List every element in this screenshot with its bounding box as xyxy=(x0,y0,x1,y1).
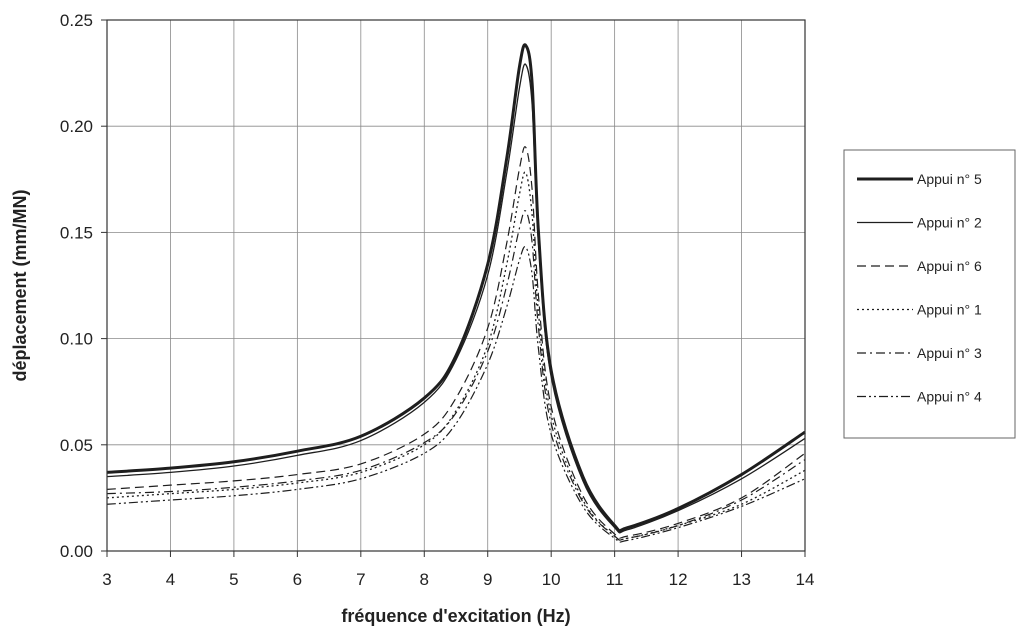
grid xyxy=(106,19,806,552)
x-tick-label: 11 xyxy=(606,570,624,589)
plot-frame xyxy=(106,19,806,552)
x-tick-label: 9 xyxy=(483,570,492,589)
series-line-2 xyxy=(106,63,806,534)
legend-label: Appui n° 1 xyxy=(917,302,982,318)
x-axis-title: fréquence d'excitation (Hz) xyxy=(341,606,570,626)
x-tick-label: 3 xyxy=(102,570,111,589)
y-tick-label: 0.05 xyxy=(60,436,93,455)
x-tick-label: 14 xyxy=(796,570,815,589)
series-line-3 xyxy=(106,146,806,539)
y-tick-label: 0.00 xyxy=(60,542,93,561)
x-tick-label: 8 xyxy=(420,570,429,589)
y-tick-label: 0.20 xyxy=(60,117,93,136)
x-tick-label: 4 xyxy=(166,570,175,589)
x-tick-label: 10 xyxy=(542,570,561,589)
x-tick-label: 7 xyxy=(356,570,365,589)
legend-label: Appui n° 3 xyxy=(917,345,982,361)
x-tick-label: 12 xyxy=(669,570,688,589)
series-layer xyxy=(106,43,806,543)
y-tick-label: 0.10 xyxy=(60,330,93,349)
y-axis-title: déplacement (mm/MN) xyxy=(10,189,30,381)
legend-box xyxy=(843,149,1016,439)
x-tick-label: 13 xyxy=(732,570,751,589)
ticks: 3 4 5 6 7 8 9 10 11 12 13 14 0.00 0.05 0.10 0.15 0.20 0.2… xyxy=(60,11,815,589)
y-tick-label: 0.25 xyxy=(60,11,93,30)
legend: Appui n° 5 Appui n° 2 Appui n° 6 Appui n° 1… xyxy=(843,149,1016,439)
x-tick-label: 5 xyxy=(229,570,238,589)
legend-label: Appui n° 5 xyxy=(917,171,982,187)
series-line-5 xyxy=(106,210,806,541)
legend-label: Appui n° 4 xyxy=(917,389,982,405)
series-line-1 xyxy=(106,43,806,533)
series-line-6 xyxy=(106,246,806,543)
series-line-4 xyxy=(106,171,806,541)
y-tick-label: 0.15 xyxy=(60,223,93,242)
legend-label: Appui n° 2 xyxy=(917,215,982,231)
legend-label: Appui n° 6 xyxy=(917,258,982,274)
x-tick-label: 6 xyxy=(293,570,302,589)
